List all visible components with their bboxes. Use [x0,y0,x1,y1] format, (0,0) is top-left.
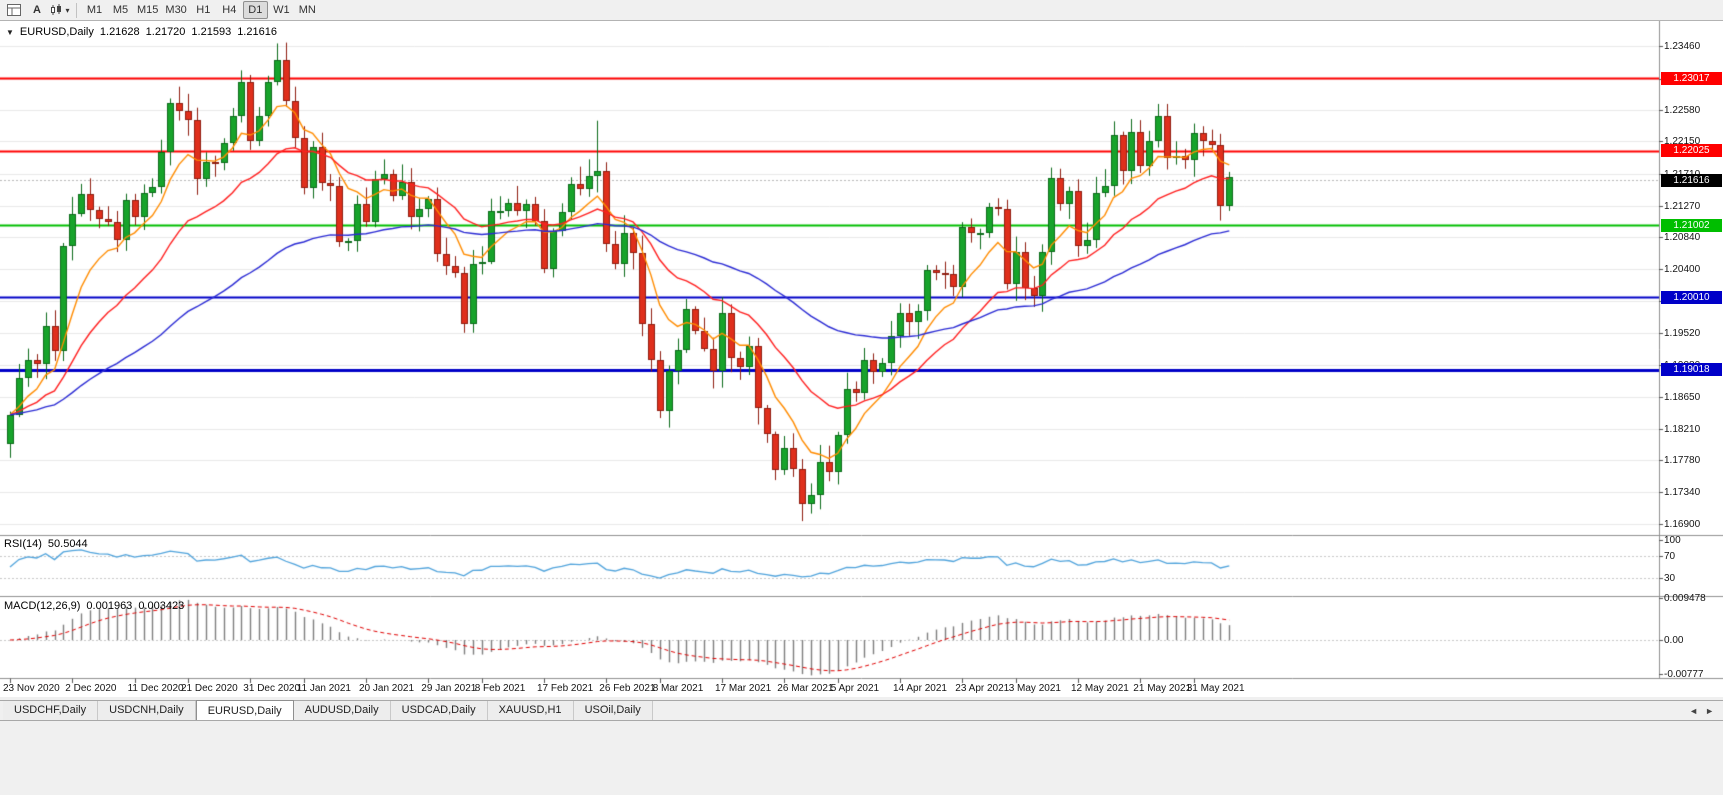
x-axis-label: 2 Dec 2020 [65,683,117,694]
x-axis-label: 17 Feb 2021 [537,683,594,694]
macd-indicator-label: MACD(12,26,9) 0.001963 0.003423 [4,600,184,612]
rsi-level-label: 100 [1664,535,1681,546]
symbol-period-label: EURUSD,Daily [19,26,94,38]
candlestick-chart-icon [51,4,62,15]
x-axis-label: 5 Apr 2021 [830,683,880,694]
rsi-level-label: 30 [1664,572,1676,584]
y-axis-label: 1.18210 [1664,423,1701,435]
quote-high: 1.21720 [145,26,186,38]
macd-name: MACD(12,26,9) [4,600,81,612]
quote-low: 1.21593 [191,26,232,38]
dropdown-arrow-icon: ▾ [65,5,70,15]
chart-title: ▼ EURUSD,Daily 1.21628 1.21720 1.21593 1… [6,26,277,38]
macd-signal-value: 0.003423 [138,600,185,612]
macd-main-value: 0.001963 [86,600,133,612]
macd-level-label: 0.009478 [1664,593,1706,604]
window-grid-icon [7,4,21,16]
timeframe-m30-button[interactable]: M30 [162,1,189,19]
y-axis-label: 1.17780 [1664,454,1701,466]
timeframe-buttons: M1 M5 M15 M30 H1 H4 D1 W1 MN [82,1,320,19]
quote-open: 1.21628 [99,26,140,38]
x-axis-label: 26 Mar 2021 [777,683,834,694]
y-axis-label: 1.22150 [1664,136,1701,148]
x-axis-label: 21 Dec 2020 [181,683,238,694]
y-axis-label: 1.22580 [1664,105,1701,117]
y-axis-label: 1.18650 [1664,391,1701,403]
price-line-tag: 1.20010 [1661,290,1722,304]
window-grid-button[interactable] [3,1,25,19]
timeframe-d1-button[interactable]: D1 [242,1,268,19]
x-axis-label: 23 Apr 2021 [955,683,1010,694]
chart-tab-usoil[interactable]: USOil,Daily [573,701,653,720]
x-axis-label: 31 May 2021 [1186,683,1245,694]
timeframe-m5-button[interactable]: M5 [108,1,133,19]
chart-tab-eurusd[interactable]: EURUSD,Daily [195,700,294,720]
chart-tab-usdchf[interactable]: USDCHF,Daily [3,701,99,720]
y-axis-label: 1.19520 [1664,328,1701,340]
x-axis-label: 21 May 2021 [1133,683,1192,694]
x-axis-label: 12 May 2021 [1071,683,1129,694]
x-axis-label: 20 Jan 2021 [359,683,415,694]
price-line-tag: 1.19018 [1661,363,1722,377]
price-chart-canvas[interactable] [0,21,1723,697]
timeframe-h1-button[interactable]: H1 [191,1,216,19]
tab-scroll-right-icon[interactable]: ► [1705,705,1714,716]
current-price-tag: 1.21616 [1661,173,1722,187]
y-axis-label: 1.17340 [1664,487,1701,499]
x-axis-label: 14 Apr 2021 [893,683,947,694]
timeframe-w1-button[interactable]: W1 [269,1,294,19]
x-axis-label: 3 May 2021 [1008,683,1061,694]
rsi-value: 50.5044 [47,538,88,550]
x-axis-label: 26 Feb 2021 [599,683,656,694]
quote-close: 1.21616 [237,26,277,38]
x-axis-label: 8 Mar 2021 [652,683,704,694]
chart-tab-usdcad[interactable]: USDCAD,Daily [390,701,488,720]
y-axis-label: 1.16900 [1664,519,1701,531]
macd-level-label: -0.00777 [1664,669,1704,681]
chart-tab-bar: USDCHF,Daily USDCNH,Daily EURUSD,Daily AUDU… [0,700,1723,721]
price-line-tag: 1.23017 [1661,71,1722,85]
toolbar-separator [76,2,77,18]
timeframe-m15-button[interactable]: M15 [134,1,161,19]
macd-level-label: 0.00 [1664,635,1684,646]
x-axis-label: 23 Nov 2020 [3,683,60,694]
chart-tabs: USDCHF,Daily USDCNH,Daily EURUSD,Daily AUDU… [3,700,653,720]
timeframe-h4-button[interactable]: H4 [217,1,242,19]
rsi-level-label: 70 [1664,551,1676,563]
price-line-tag: 1.22025 [1661,144,1722,158]
x-axis-label: 17 Mar 2021 [715,683,772,694]
timeframe-m1-button[interactable]: M1 [82,1,107,19]
letter-a-icon: A [33,4,41,16]
top-toolbar: A ▾ M1 M5 M15 M30 H1 H4 D1 W1 MN [0,0,1723,21]
x-axis-label: 31 Dec 2020 [243,683,301,694]
annotation-button[interactable]: A [26,1,48,19]
chart-style-button[interactable]: ▾ [49,1,71,19]
x-axis-label: 8 Feb 2021 [474,683,526,694]
tab-scroll-left-icon[interactable]: ◄ [1689,705,1699,716]
tab-scroll-controls: ◄ ► [1680,701,1723,720]
y-axis-label: 1.20400 [1664,264,1701,276]
chart-tab-audusd[interactable]: AUDUSD,Daily [293,701,391,720]
y-axis-label: 1.21270 [1664,200,1701,212]
x-axis-label: 29 Jan 2021 [421,683,477,694]
y-axis-label: 1.20840 [1664,231,1701,243]
chart-tab-usdcnh[interactable]: USDCNH,Daily [98,701,196,720]
chart-tab-xauusd[interactable]: XAUUSD,H1 [487,701,574,720]
chart-window: ▼ EURUSD,Daily 1.21628 1.21720 1.21593 1… [0,21,1723,697]
x-axis-label: 11 Dec 2020 [127,683,184,694]
collapse-arrow-icon[interactable]: ▼ [6,27,14,37]
y-axis-label: 1.23460 [1664,41,1701,52]
rsi-indicator-label: RSI(14) 50.5044 [4,538,88,550]
rsi-name: RSI(14) [4,538,42,550]
x-axis-label: 11 Jan 2021 [296,683,351,694]
timeframe-mn-button[interactable]: MN [295,1,320,19]
price-line-tag: 1.21002 [1661,218,1722,232]
